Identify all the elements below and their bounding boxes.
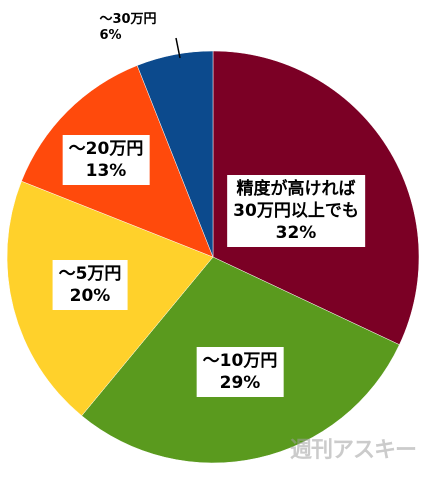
slice-label: ～30万円 6% [93,9,162,47]
slice-label: 精度が高ければ 30万円以上でも 32% [227,175,365,247]
value-label: 20% [69,286,111,306]
category-label: ～5万円 [58,264,122,284]
value-label: 6% [99,28,122,43]
slice-label: ～5万円 20% [52,260,128,310]
watermark: 週刊アスキー [290,438,417,463]
slice-label: ～20万円 13% [62,135,150,185]
slice-label: ～10万円 29% [196,347,284,397]
value-label: 32% [275,223,317,243]
category-label: ～10万円 [202,351,278,371]
value-label: 13% [85,161,127,181]
category-label: ～30万円 [99,12,157,27]
category-label: 精度が高ければ 30万円以上でも [233,179,359,221]
leader-line [175,37,181,59]
pie-slice [136,50,214,258]
value-label: 29% [219,373,261,393]
category-label: ～20万円 [68,139,144,159]
